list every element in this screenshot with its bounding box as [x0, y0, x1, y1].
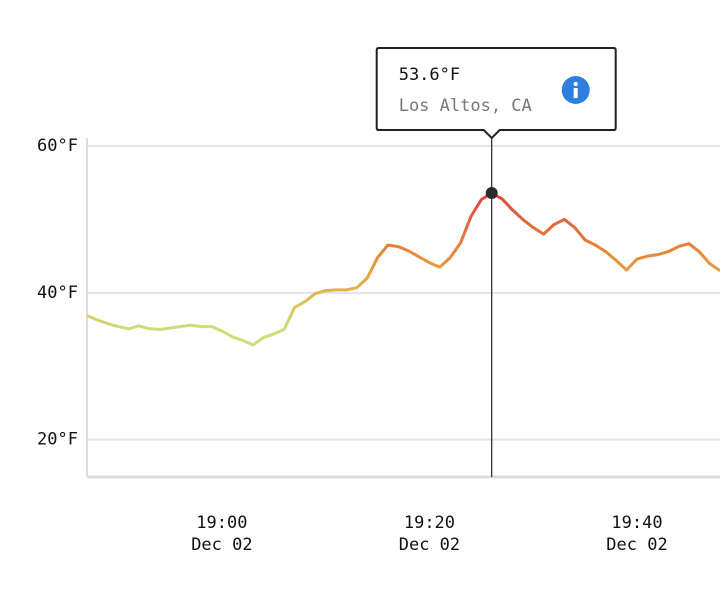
y-tick-label: 20°F	[37, 430, 78, 450]
x-tick-sublabel: Dec 02	[606, 535, 667, 555]
info-icon-dot	[573, 81, 578, 87]
tooltip-value: 53.6°F	[399, 65, 460, 85]
tooltip-box	[375, 47, 617, 140]
x-tick-label: 19:40	[611, 513, 662, 533]
y-tick-label: 40°F	[37, 283, 78, 303]
temperature-line	[86, 191, 720, 347]
y-tick-label: 60°F	[37, 136, 78, 156]
x-tick-label: 19:20	[404, 513, 455, 533]
tooltip-location: Los Altos, CA	[399, 96, 532, 116]
hover-point	[485, 187, 498, 200]
x-tick-label: 19:00	[196, 513, 247, 533]
info-icon-bar	[573, 88, 578, 98]
x-tick-sublabel: Dec 02	[191, 535, 252, 555]
x-tick-sublabel: Dec 02	[399, 535, 460, 555]
